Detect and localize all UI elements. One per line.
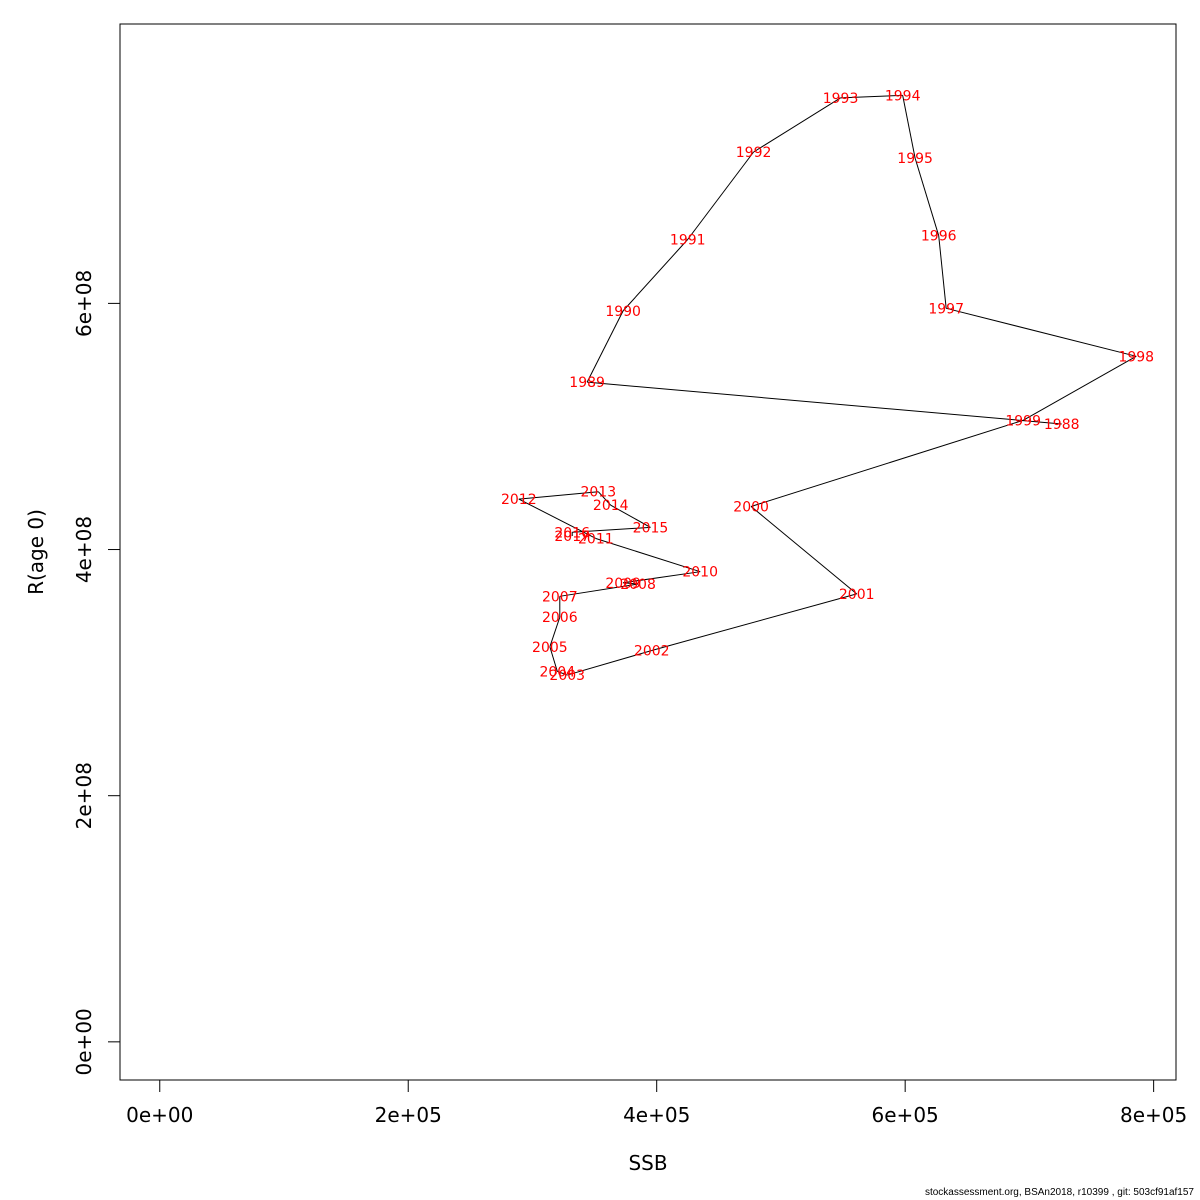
y-tick-label: 2e+08 xyxy=(72,762,96,829)
year-label-2003: 2003 xyxy=(549,668,585,684)
series-segment xyxy=(567,649,652,676)
series-segment xyxy=(914,158,940,236)
year-label-1996: 1996 xyxy=(921,229,957,245)
x-tick-label: 8e+05 xyxy=(1120,1103,1187,1127)
year-label-1988: 1988 xyxy=(1044,417,1080,433)
year-label-1999: 1999 xyxy=(1005,413,1041,429)
series-segment xyxy=(651,593,857,651)
series-segment xyxy=(750,419,1024,507)
series-segment xyxy=(572,526,651,533)
series-segment xyxy=(610,504,651,528)
x-tick-label: 4e+05 xyxy=(623,1103,690,1127)
series-segment xyxy=(559,583,639,597)
series-segment xyxy=(623,571,701,584)
year-labels-group: 1988 1989 1990 1991 1992 1993 1994 1995 1996 1997… xyxy=(501,88,1154,684)
year-label-1992: 1992 xyxy=(736,145,772,161)
series-segment xyxy=(750,506,858,595)
year-label-2015: 2015 xyxy=(633,520,669,536)
y-tick-label: 6e+08 xyxy=(72,270,96,337)
series-segment xyxy=(840,94,903,99)
series-segment xyxy=(623,582,639,585)
series-segment xyxy=(946,307,1137,357)
series-segment xyxy=(938,235,947,309)
series-segment xyxy=(518,491,599,500)
year-label-2016: 2016 xyxy=(554,525,590,541)
year-label-1991: 1991 xyxy=(670,232,706,248)
series-segment xyxy=(753,97,841,153)
footer-credit: stockassessment.org, BSAn2018, r10399 , … xyxy=(924,1187,1194,1198)
year-label-2017: 2017 xyxy=(554,529,590,545)
year-label-2013: 2013 xyxy=(580,485,616,501)
year-label-2007: 2007 xyxy=(542,589,578,605)
series-segment xyxy=(597,491,612,506)
year-label-1989: 1989 xyxy=(569,375,605,391)
year-label-2014: 2014 xyxy=(593,498,629,514)
year-label-2012: 2012 xyxy=(501,492,537,508)
series-segment xyxy=(687,151,754,240)
year-label-2002: 2002 xyxy=(634,643,670,659)
year-label-1998: 1998 xyxy=(1118,349,1154,365)
x-tick-label: 2e+05 xyxy=(375,1103,442,1127)
year-label-2008: 2008 xyxy=(620,577,656,593)
year-label-2005: 2005 xyxy=(532,640,568,656)
series-segment xyxy=(622,239,689,312)
series-path-group xyxy=(518,94,1137,676)
year-label-1997: 1997 xyxy=(928,301,964,317)
series-segment xyxy=(1022,355,1137,421)
x-axis: 0e+00 2e+05 4e+05 6e+05 8e+05 xyxy=(126,1079,1187,1127)
y-tick-label: 0e+00 xyxy=(72,1008,96,1075)
y-axis: 0e+00 2e+08 4e+08 6e+08 xyxy=(72,270,121,1075)
plot-box xyxy=(119,23,1177,1081)
year-label-1993: 1993 xyxy=(823,91,859,107)
year-label-2010: 2010 xyxy=(682,565,718,581)
series-segment xyxy=(587,381,1062,425)
series-segment xyxy=(586,310,624,383)
year-label-2004: 2004 xyxy=(539,664,575,680)
series-segment xyxy=(557,670,568,676)
year-label-2000: 2000 xyxy=(733,499,769,515)
x-tick-label: 0e+00 xyxy=(126,1103,193,1127)
year-label-2001: 2001 xyxy=(839,587,875,603)
y-tick-label: 4e+08 xyxy=(72,516,96,583)
year-label-1995: 1995 xyxy=(897,151,933,167)
year-label-2009: 2009 xyxy=(605,576,641,592)
series-segment xyxy=(549,646,558,672)
y-axis-title: R(age 0) xyxy=(24,509,48,595)
x-axis-title: SSB xyxy=(628,1151,667,1175)
year-label-2006: 2006 xyxy=(542,610,578,626)
series-segment xyxy=(595,537,701,573)
x-tick-label: 6e+05 xyxy=(872,1103,939,1127)
year-label-1994: 1994 xyxy=(885,88,921,104)
series-segment xyxy=(549,617,561,647)
year-label-1990: 1990 xyxy=(605,304,641,320)
year-label-2011: 2011 xyxy=(578,531,614,547)
series-segment xyxy=(902,95,916,159)
